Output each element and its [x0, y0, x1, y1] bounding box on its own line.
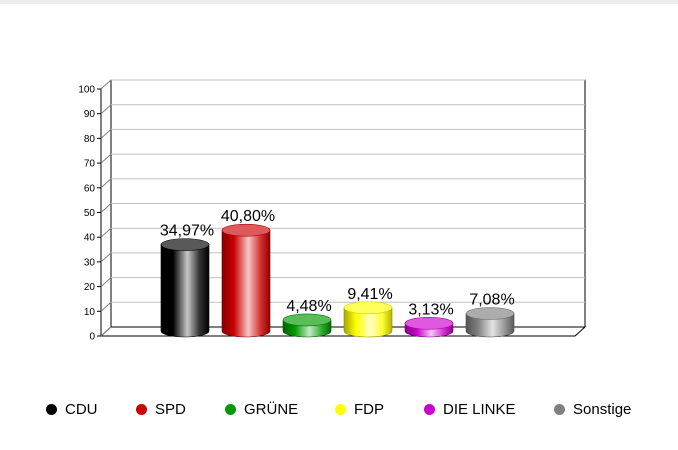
bar-cdu	[160, 238, 210, 338]
bar-top	[343, 301, 393, 315]
legend-label: CDU	[65, 401, 98, 418]
legend-marker	[136, 404, 147, 415]
bar-top	[404, 316, 454, 330]
legend-label: FDP	[354, 401, 384, 418]
legend-item-sonstige: Sonstige	[554, 401, 631, 418]
y-tick-label: 100	[78, 85, 95, 96]
bar-die-linke	[404, 316, 454, 338]
gridline-side	[100, 153, 112, 164]
gridline-side	[100, 79, 112, 90]
legend-marker	[335, 404, 346, 415]
bar-gr-ne	[282, 313, 332, 338]
legend-label: DIE LINKE	[443, 401, 516, 418]
y-tick-label: 50	[84, 208, 96, 219]
bar-spd	[221, 223, 271, 338]
bar-body	[465, 313, 515, 338]
legend-marker	[225, 404, 236, 415]
gridline-side	[100, 301, 112, 312]
legend-label: SPD	[155, 401, 186, 418]
legend-marker	[424, 404, 435, 415]
data-labels: 34,97% 40,80% 4,48% 9,41% 3,13% 7,08%	[160, 208, 515, 318]
bar-top	[221, 223, 271, 237]
y-tick-label: 80	[84, 134, 96, 145]
legend-item-cdu: CDU	[46, 401, 98, 418]
bars	[160, 223, 515, 338]
data-label: 34,97%	[160, 223, 214, 240]
gridline-side	[100, 277, 112, 287]
gridline-side	[100, 203, 112, 213]
legend-marker	[46, 404, 57, 415]
legend-item-fdp: FDP	[335, 401, 384, 418]
gridline-side	[100, 129, 112, 139]
y-tick-label: 60	[84, 183, 96, 194]
gridline-side	[100, 104, 112, 115]
top-border	[0, 0, 678, 4]
y-axis: 0 10 20 30 40 50 60 70 80 90 100	[78, 85, 101, 343]
gridline-side	[100, 326, 112, 337]
y-tick-label: 0	[89, 332, 95, 343]
data-label: 40,80%	[221, 208, 275, 225]
bar-body	[221, 229, 271, 338]
gridline-side	[100, 252, 112, 263]
legend-item-spd: SPD	[136, 401, 186, 418]
data-label: 9,41%	[347, 286, 392, 303]
bar-fdp	[343, 301, 393, 338]
legend-item-die-linke: DIE LINKE	[424, 401, 516, 418]
y-tick-label: 30	[84, 257, 96, 268]
bar-sonstige	[465, 307, 515, 338]
bar-chart: 0 10 20 30 40 50 60 70 80 90 100 34,97% 40,80% 4,48%…	[78, 79, 587, 343]
y-tick-label: 40	[84, 233, 96, 244]
bar-top	[465, 307, 515, 320]
y-tick-label: 20	[84, 282, 96, 293]
legend: CDU SPD GRÜNE FDP DIE LINKE Sonstige	[0, 401, 678, 421]
data-label: 7,08%	[469, 292, 514, 309]
data-label: 3,13%	[408, 301, 453, 318]
bar-body	[160, 244, 210, 338]
bar-top	[282, 313, 332, 327]
y-tick-label: 10	[84, 307, 96, 318]
legend-label: Sonstige	[573, 401, 632, 418]
y-tick-label: 90	[84, 109, 96, 120]
legend-marker	[554, 404, 565, 415]
gridline-side	[100, 178, 112, 189]
legend-item-gruene: GRÜNE	[225, 401, 298, 418]
bar-body	[343, 307, 393, 338]
data-label: 4,48%	[286, 298, 331, 315]
legend-label: GRÜNE	[244, 401, 299, 418]
gridline-side	[100, 227, 112, 238]
y-tick-label: 70	[84, 159, 96, 170]
bar-top	[160, 238, 210, 251]
